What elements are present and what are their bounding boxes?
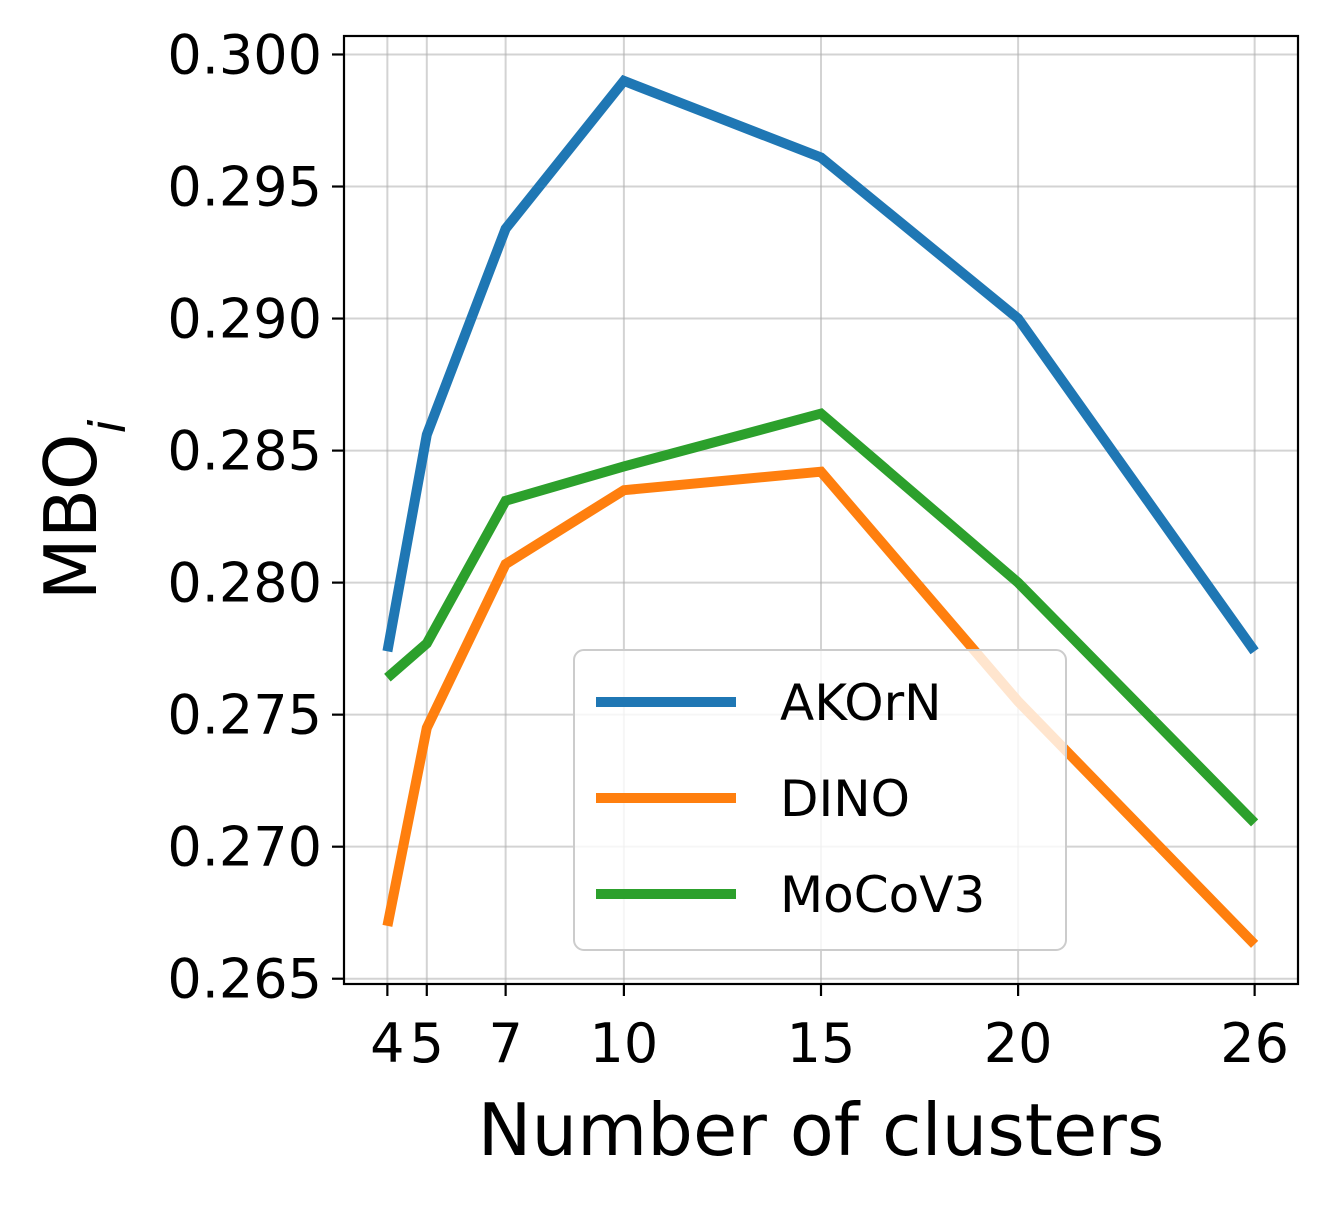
x-tick-label: 20: [984, 1012, 1053, 1075]
legend-label-dino: DINO: [780, 770, 910, 828]
y-tick-label: 0.290: [167, 288, 322, 351]
y-axis-title-base: MBO: [29, 433, 113, 600]
y-tick-label: 0.295: [167, 156, 322, 219]
axis-ticks: 0.265 0.270 0.275 0.280 0.285 0.290 0.295 0.300…: [167, 23, 1289, 1075]
y-tick-label: 0.285: [167, 420, 322, 483]
series-line-mocov3: [384, 408, 1259, 827]
series-line-akorn: [382, 74, 1259, 655]
x-tick-label: 5: [410, 1012, 444, 1075]
y-tick-label: 0.265: [167, 948, 322, 1011]
y-axis-title-subscript: i: [79, 419, 137, 433]
x-tick-label: 4: [370, 1012, 404, 1075]
y-tick-label: 0.300: [167, 23, 322, 86]
legend-label-mocov3: MoCoV3: [780, 866, 985, 924]
x-tick-label: 15: [787, 1012, 856, 1075]
y-tick-label: 0.280: [167, 552, 322, 615]
legend: AKOrN DINO MoCoV3: [573, 649, 1067, 951]
y-axis-title: MBOi: [29, 419, 137, 600]
legend-label-akorn: AKOrN: [780, 674, 942, 732]
x-tick-label: 10: [590, 1012, 659, 1075]
y-tick-label: 0.270: [167, 816, 322, 879]
x-tick-label: 7: [488, 1012, 522, 1075]
y-tick-label: 0.275: [167, 684, 322, 747]
x-axis-title: Number of clusters: [478, 1088, 1165, 1172]
legend-box: [573, 649, 1067, 951]
x-tick-label: 26: [1220, 1012, 1289, 1075]
